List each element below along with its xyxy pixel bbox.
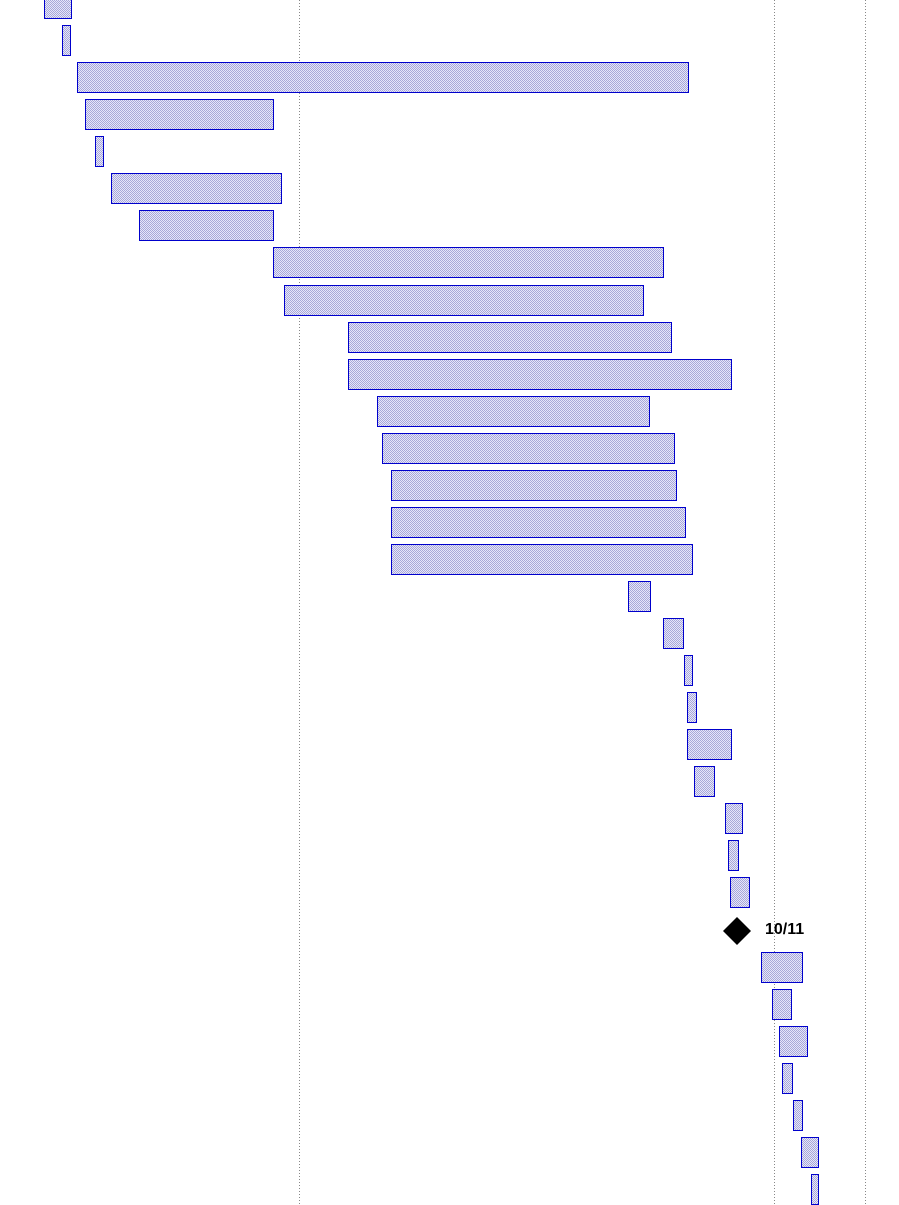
task-bar [801, 1137, 819, 1168]
task-bar [284, 285, 644, 316]
milestone-diamond [723, 917, 751, 945]
task-bar [687, 692, 697, 723]
task-bar [628, 581, 651, 612]
task-bar [684, 655, 693, 686]
task-bar [377, 396, 650, 427]
task-bar [730, 877, 750, 908]
task-bar [348, 322, 672, 353]
task-bar [728, 840, 739, 871]
task-bars [44, 0, 819, 1205]
task-bar [273, 247, 664, 278]
task-bar [663, 618, 684, 649]
task-bar [111, 173, 282, 204]
task-bar [391, 470, 677, 501]
task-bar [779, 1026, 808, 1057]
task-bar [62, 25, 71, 56]
task-bar [77, 62, 689, 93]
task-bar [391, 507, 686, 538]
task-bar [44, 0, 72, 19]
task-bar [139, 210, 274, 241]
task-bar [761, 952, 803, 983]
task-bar [694, 766, 715, 797]
task-bar [85, 99, 274, 130]
task-bar [687, 729, 732, 760]
task-bar [95, 136, 104, 167]
milestone-label: 10/11 [765, 921, 804, 938]
task-bar [348, 359, 732, 390]
task-bar [725, 803, 743, 834]
task-bar [772, 989, 792, 1020]
task-bar [782, 1063, 793, 1094]
task-bar [793, 1100, 803, 1131]
task-bar [811, 1174, 819, 1205]
task-bar [391, 544, 693, 575]
task-bar [382, 433, 675, 464]
